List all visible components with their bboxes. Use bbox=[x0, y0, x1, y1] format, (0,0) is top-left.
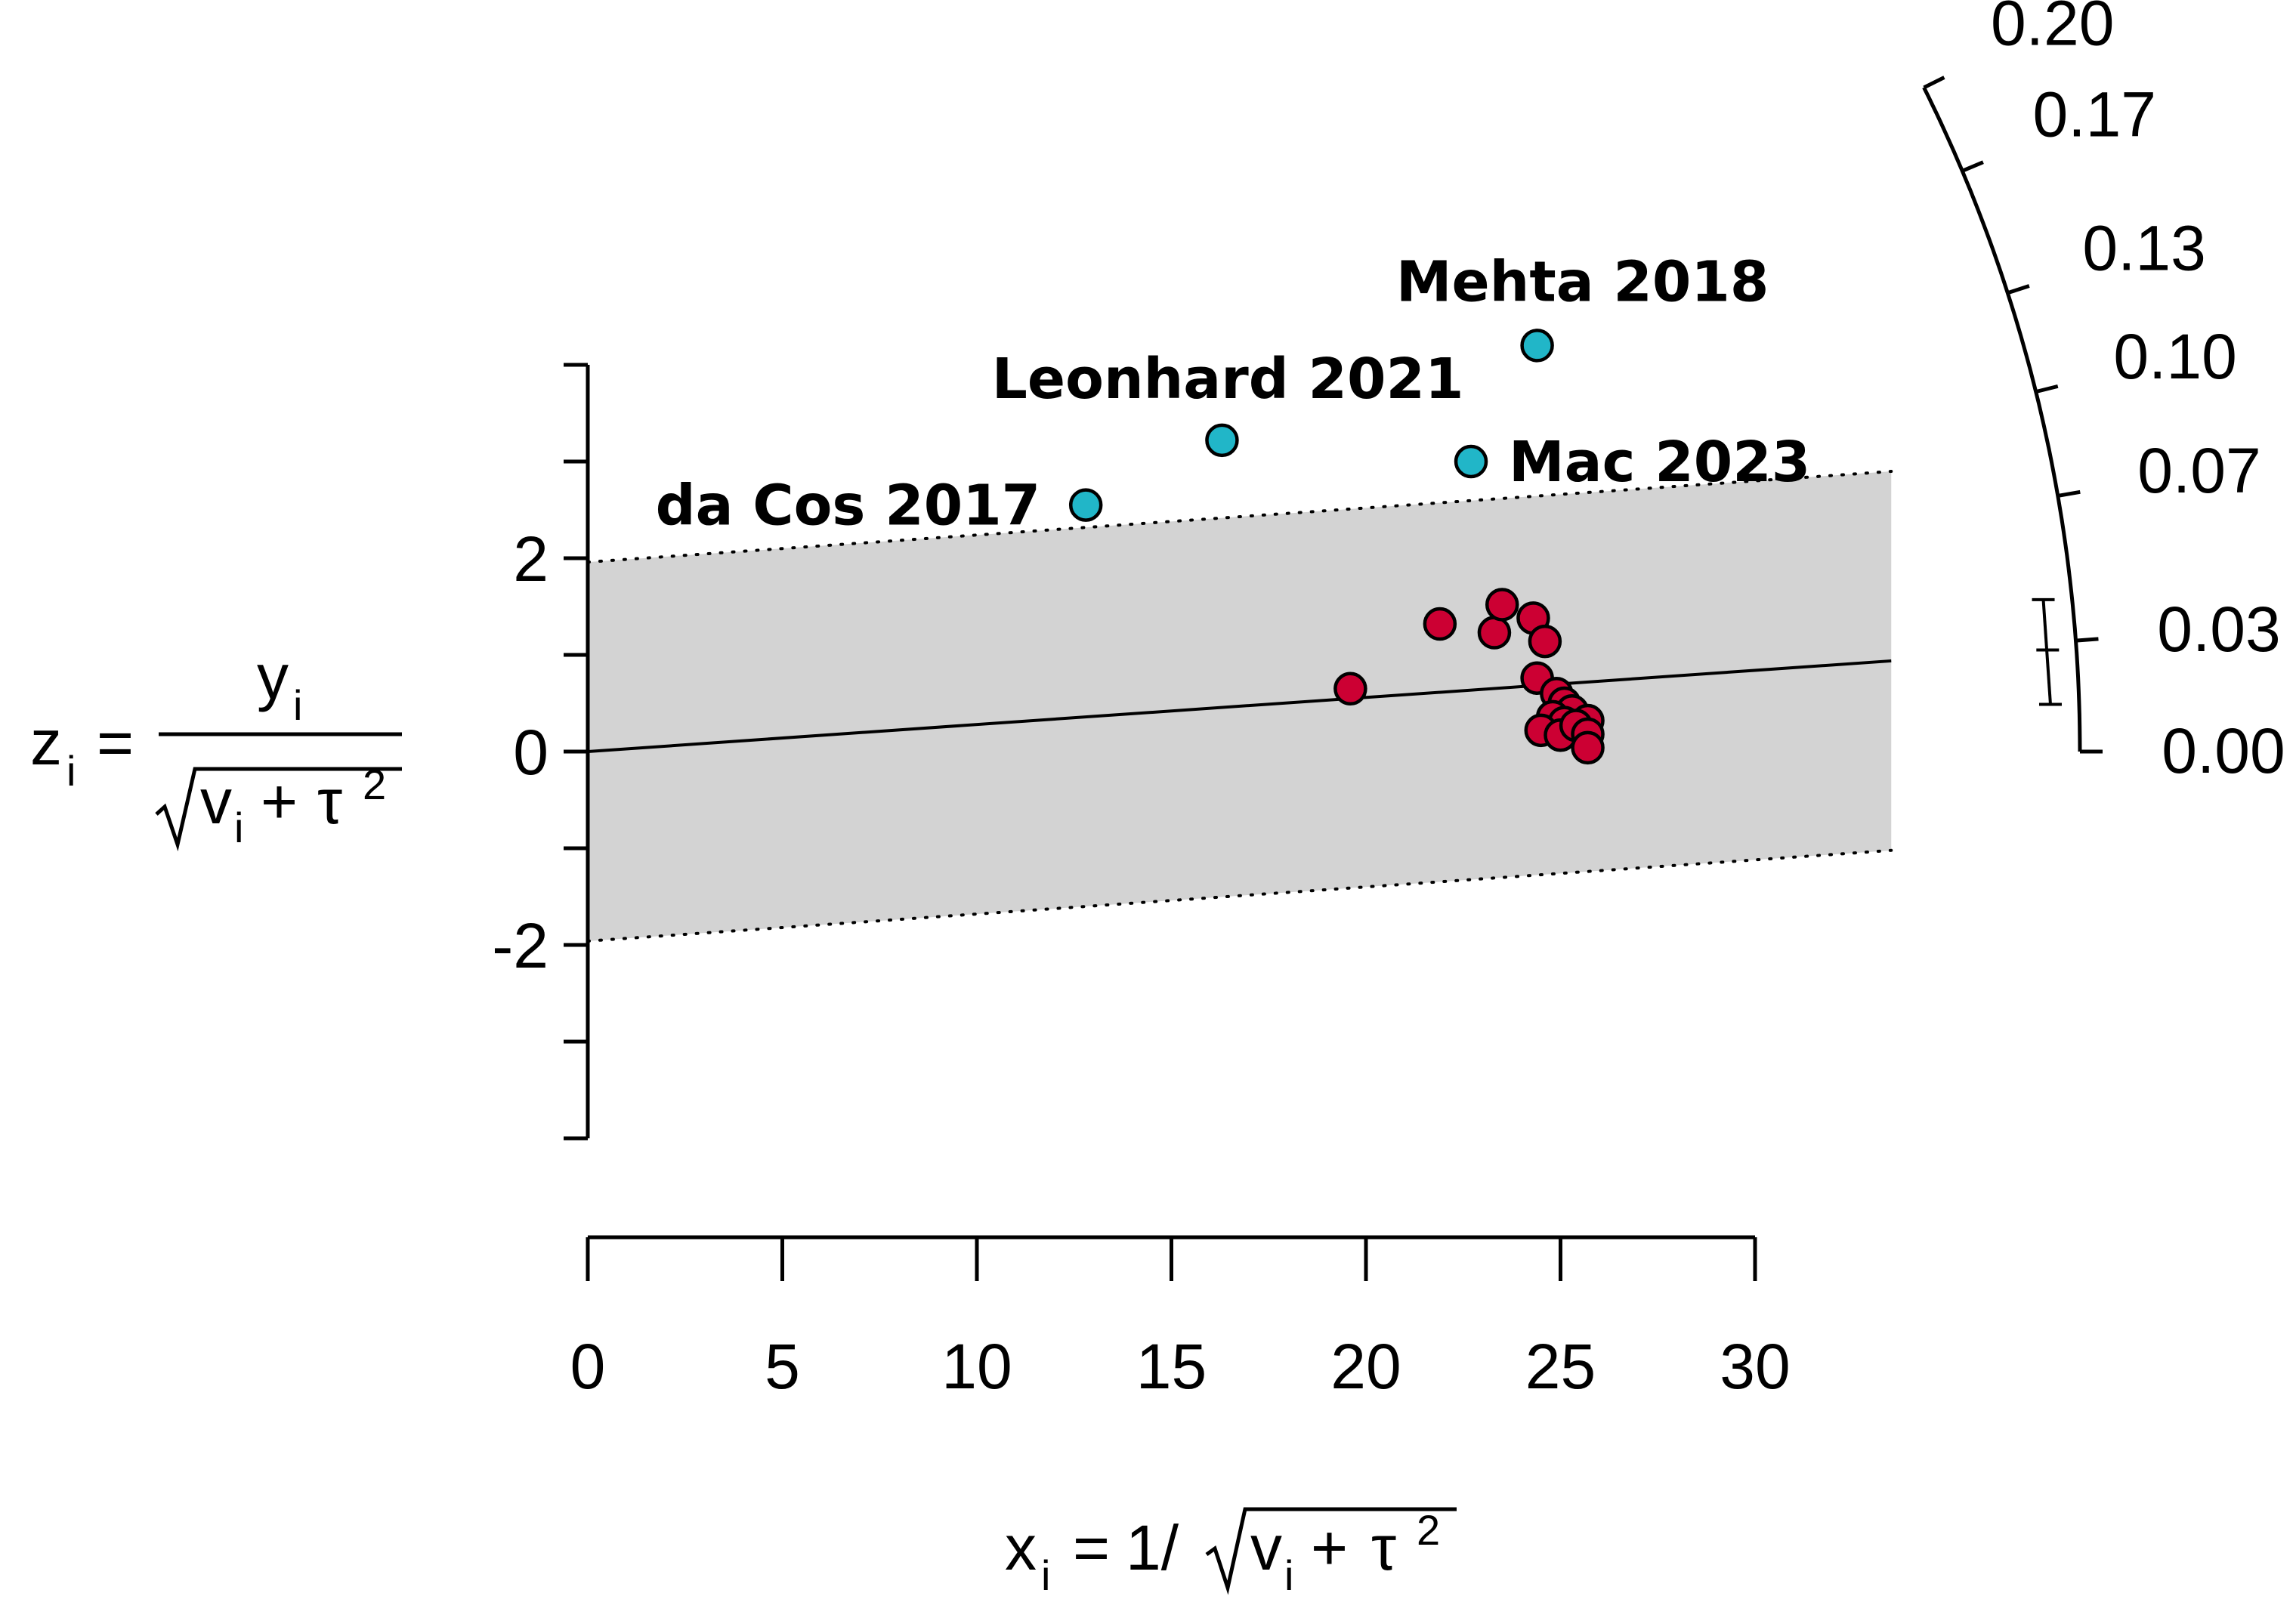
radial-tick-label: 0.07 bbox=[2137, 435, 2261, 506]
upper-bound-line bbox=[586, 470, 1893, 564]
x-label-equals: = bbox=[1073, 1512, 1110, 1583]
study-label: Mac 2023 bbox=[1509, 430, 1810, 495]
x-tick-label: 0 bbox=[570, 1331, 606, 1402]
study-label: da Cos 2017 bbox=[656, 474, 1041, 539]
x-tick-label: 20 bbox=[1330, 1331, 1401, 1402]
x-label-rad-sub: i bbox=[1284, 1551, 1293, 1599]
outlier-point bbox=[1520, 329, 1554, 363]
radial-tick bbox=[2035, 384, 2059, 394]
regression-lines bbox=[586, 470, 1893, 943]
x-label-rad-tau: τ bbox=[1371, 1512, 1396, 1583]
y-label-radical bbox=[155, 767, 402, 852]
x-tick-label: 10 bbox=[941, 1331, 1012, 1402]
y-label-rad-tau: τ bbox=[317, 766, 342, 837]
regression-line bbox=[587, 659, 1892, 753]
x-tick-label: 5 bbox=[765, 1331, 800, 1402]
study-point bbox=[1477, 616, 1512, 650]
x-label-radical bbox=[1205, 1507, 1457, 1595]
radial-tick-label: 0.13 bbox=[2082, 212, 2206, 283]
radial-tick-label: 0.03 bbox=[2157, 594, 2281, 665]
study-point bbox=[1485, 588, 1519, 622]
radial-scale-axis: 0.00 0.03 0.07 0.10 0.13 0.17 0.20 bbox=[1922, 0, 2285, 786]
study-point bbox=[1333, 672, 1367, 706]
x-tick-label: 30 bbox=[1720, 1331, 1790, 1402]
y-label-rad-plus: + bbox=[261, 766, 298, 837]
radial-tick-label: 0.10 bbox=[2113, 321, 2237, 392]
study-point bbox=[1423, 607, 1457, 641]
x-label-lhs: x bbox=[1005, 1512, 1037, 1583]
data-points bbox=[1068, 329, 1605, 765]
outlier-point bbox=[1454, 444, 1488, 479]
radial-tick bbox=[1923, 76, 1945, 90]
radial-tick bbox=[2075, 637, 2099, 643]
y-label-lhs-sub: i bbox=[66, 747, 76, 795]
y-label-rad-sq: 2 bbox=[363, 761, 386, 808]
y-tick-label: -2 bbox=[492, 910, 549, 981]
radial-tick-label: 0.00 bbox=[2162, 715, 2285, 786]
radial-tick bbox=[2057, 489, 2081, 498]
x-tick-label: 25 bbox=[1525, 1331, 1596, 1402]
y-axis: -2 0 2 bbox=[492, 363, 590, 1141]
x-label-rad-v: v bbox=[1250, 1512, 1282, 1583]
x-tick-label: 15 bbox=[1136, 1331, 1207, 1402]
y-axis-label: z i = y i v i + τ 2 bbox=[30, 641, 402, 852]
x-label-numerator: 1/ bbox=[1126, 1512, 1179, 1583]
radial-tick bbox=[1961, 160, 1984, 173]
y-label-rad-v: v bbox=[200, 766, 232, 837]
x-label-lhs-sub: i bbox=[1041, 1551, 1050, 1599]
radial-tick bbox=[2007, 284, 2030, 295]
study-label: Leonhard 2021 bbox=[992, 347, 1464, 412]
x-label-rad-sq: 2 bbox=[1417, 1506, 1440, 1554]
y-label-numerator-sub: i bbox=[293, 681, 302, 729]
radial-tick-label: 0.20 bbox=[1991, 0, 2115, 58]
x-axis: 0 5 10 15 20 25 30 bbox=[570, 1235, 1791, 1402]
outlier-point bbox=[1068, 488, 1103, 522]
y-tick-label: 0 bbox=[513, 717, 549, 788]
y-label-equals: = bbox=[97, 707, 134, 778]
radial-tick-label: 0.17 bbox=[2033, 79, 2157, 150]
y-label-numerator: y bbox=[257, 641, 289, 712]
study-labels: da Cos 2017 Leonhard 2021 Mehta 2018 Mac 20… bbox=[656, 249, 1811, 538]
y-label-lhs: z bbox=[30, 707, 62, 778]
ci-bracket-line bbox=[2041, 599, 2052, 705]
study-point bbox=[1571, 730, 1605, 765]
study-point bbox=[1528, 624, 1562, 659]
outlier-point bbox=[1205, 423, 1239, 458]
x-axis-label: x i = 1/ v i + τ 2 bbox=[1005, 1506, 1457, 1599]
study-label: Mehta 2018 bbox=[1396, 249, 1769, 314]
radial-arc bbox=[1922, 86, 2082, 752]
x-label-rad-plus: + bbox=[1311, 1512, 1348, 1583]
lower-bound-line bbox=[586, 848, 1893, 943]
y-tick-label: 2 bbox=[513, 523, 549, 594]
y-label-rad-sub: i bbox=[234, 804, 243, 851]
